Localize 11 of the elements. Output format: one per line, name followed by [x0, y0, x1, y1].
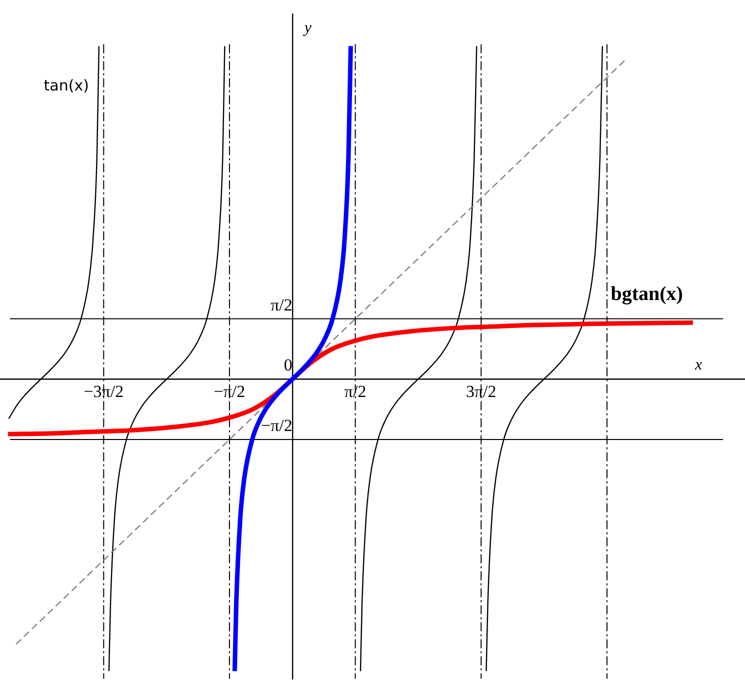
- x-tick-label: 3π/2: [466, 382, 496, 401]
- x-tick-label: −3π/2: [84, 382, 124, 401]
- y-tick-label: −π/2: [260, 416, 292, 435]
- x-tick-label: −π/2: [214, 382, 246, 401]
- y-tick-label: π/2: [270, 295, 292, 314]
- y-axis-title: y: [302, 19, 312, 36]
- y-tick-label: 0: [284, 356, 292, 375]
- series-label: tan(x): [44, 76, 89, 95]
- series-label: bgtan(x): [610, 282, 683, 305]
- x-tick-label: π/2: [344, 382, 366, 401]
- x-axis-title: x: [694, 356, 702, 374]
